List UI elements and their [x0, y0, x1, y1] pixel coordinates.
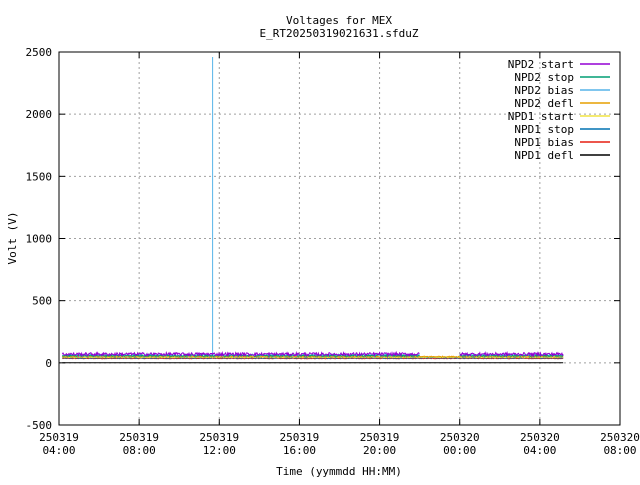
- x-tick-label-time: 04:00: [42, 444, 75, 457]
- y-tick-label: 0: [45, 357, 52, 370]
- x-tick-label-time: 16:00: [283, 444, 316, 457]
- y-axis-label: Volt (V): [6, 212, 19, 265]
- x-tick-label-time: 00:00: [443, 444, 476, 457]
- x-tick-label-date: 250319: [360, 431, 400, 444]
- chart-subtitle: E_RT20250319021631.sfduZ: [260, 27, 419, 40]
- y-tick-label: 2000: [26, 108, 53, 121]
- chart-title: Voltages for MEX: [286, 14, 392, 27]
- x-tick-label-time: 20:00: [363, 444, 396, 457]
- data-layer: [61, 56, 564, 364]
- legend-label: NPD2 defl: [514, 97, 574, 110]
- x-tick-label-time: 12:00: [203, 444, 236, 457]
- x-tick-label-date: 250319: [39, 431, 79, 444]
- x-tick-label-time: 08:00: [603, 444, 636, 457]
- y-tick-label: 2500: [26, 46, 53, 59]
- legend-label: NPD2 bias: [514, 84, 574, 97]
- series-npd2-start: [61, 350, 564, 358]
- legend-label: NPD1 bias: [514, 136, 574, 149]
- series-line: [459, 350, 564, 358]
- x-axis-label: Time (yymmdd HH:MM): [276, 465, 402, 478]
- x-tick-label-date: 250319: [199, 431, 239, 444]
- legend-label: NPD2 stop: [514, 71, 574, 84]
- legend-label: NPD1 start: [508, 110, 574, 123]
- legend-label: NPD1 stop: [514, 123, 574, 136]
- x-tick-label-date: 250319: [280, 431, 320, 444]
- x-tick-label-date: 250320: [600, 431, 640, 444]
- x-tick-label-time: 04:00: [523, 444, 556, 457]
- tick-layer: -5000500100015002000250025031904:0025031…: [26, 46, 640, 457]
- y-tick-label: 500: [32, 295, 52, 308]
- legend-label: NPD2 start: [508, 58, 574, 71]
- legend-label: NPD1 defl: [514, 149, 574, 162]
- x-tick-label-time: 08:00: [123, 444, 156, 457]
- series-line: [61, 350, 420, 358]
- x-tick-label-date: 250320: [440, 431, 480, 444]
- x-tick-label-date: 250319: [119, 431, 159, 444]
- y-tick-label: -500: [26, 419, 53, 432]
- y-tick-label: 1500: [26, 170, 53, 183]
- y-tick-label: 1000: [26, 233, 53, 246]
- x-tick-label-date: 250320: [520, 431, 560, 444]
